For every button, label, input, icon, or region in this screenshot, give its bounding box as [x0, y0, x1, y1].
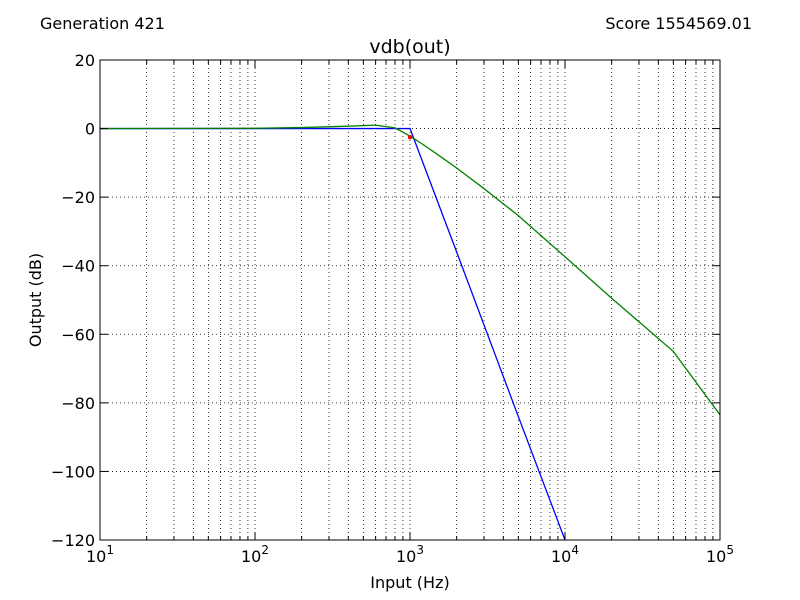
series-line-2	[100, 124, 720, 416]
y-tick-label: −20	[61, 188, 95, 207]
x-tick-label: 105	[706, 543, 734, 566]
y-tick-label: −40	[61, 257, 95, 276]
chart-title: vdb(out)	[369, 36, 450, 58]
x-tick-label: 104	[551, 543, 579, 566]
y-tick-label: −120	[51, 531, 95, 550]
y-tick-label: 20	[75, 51, 95, 70]
y-tick-label: −100	[51, 462, 95, 481]
series-group	[100, 124, 720, 540]
grid-lines	[100, 60, 720, 540]
y-tick-label: −60	[61, 325, 95, 344]
y-tick-label: −80	[61, 394, 95, 413]
x-tick-label: 101	[86, 543, 114, 566]
generation-label: Generation 421	[40, 14, 165, 33]
x-tick-label: 102	[241, 543, 269, 566]
y-tick-label: 0	[85, 120, 95, 139]
x-tick-label: 103	[396, 543, 424, 566]
score-label: Score 1554569.01	[605, 14, 752, 33]
y-axis-label: Output (dB)	[26, 253, 45, 347]
x-axis-label: Input (Hz)	[370, 573, 449, 592]
target-marker	[407, 134, 413, 140]
